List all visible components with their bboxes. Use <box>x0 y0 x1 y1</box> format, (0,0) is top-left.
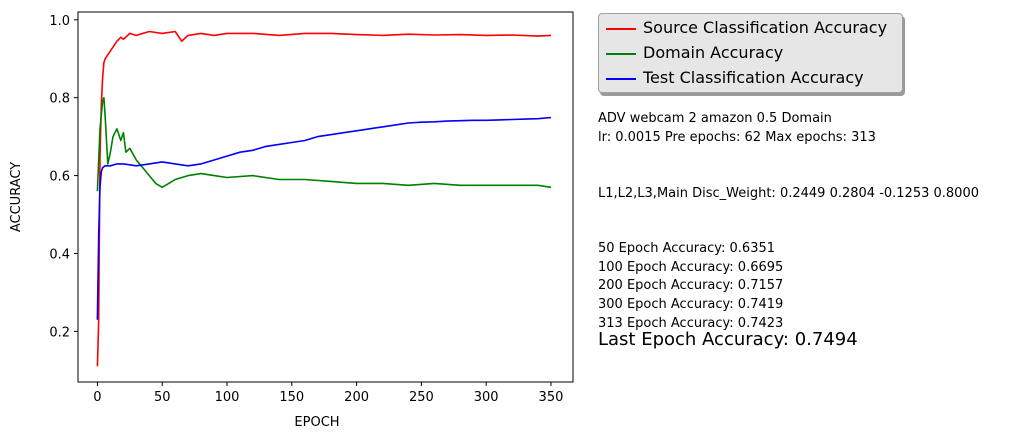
legend-label-source: Source Classification Accuracy <box>643 18 888 37</box>
series-layer <box>96 30 552 367</box>
y-tick-label: 0.4 <box>49 247 70 262</box>
x-tick-label: 0 <box>93 390 101 405</box>
y-tick-label: 0.6 <box>49 170 70 185</box>
epoch-100-accuracy: 100 Epoch Accuracy: 0.6695 <box>598 260 784 275</box>
x-tick-label: 100 <box>215 390 240 405</box>
legend-swatch-domain <box>606 53 636 55</box>
legend-item-domain: Domain Accuracy <box>599 42 902 64</box>
legend-swatch-source <box>606 28 636 30</box>
plot-frame <box>77 11 574 383</box>
epoch-313-accuracy: 313 Epoch Accuracy: 0.7423 <box>598 316 784 331</box>
x-tick-label: 200 <box>344 390 369 405</box>
legend-swatch-test <box>606 78 636 80</box>
info-weights-line: L1,L2,L3,Main Disc_Weight: 0.2449 0.2804… <box>598 186 979 201</box>
last-epoch-accuracy: Last Epoch Accuracy: 0.7494 <box>598 329 858 350</box>
series-line-test <box>96 116 552 320</box>
series-line-source <box>96 30 552 367</box>
series-line-domain <box>96 96 552 192</box>
x-tick-label: 300 <box>474 390 499 405</box>
info-config-line: ADV webcam 2 amazon 0.5 Domain <box>598 111 832 126</box>
legend-label-domain: Domain Accuracy <box>643 43 784 62</box>
epoch-50-accuracy: 50 Epoch Accuracy: 0.6351 <box>598 241 776 256</box>
epoch-300-accuracy: 300 Epoch Accuracy: 0.7419 <box>598 297 784 312</box>
x-tick-label: 350 <box>539 390 564 405</box>
y-tick-label: 1.0 <box>49 14 70 29</box>
y-tick-label: 0.8 <box>49 92 70 107</box>
x-tick-label: 50 <box>154 390 171 405</box>
legend-label-test: Test Classification Accuracy <box>643 68 864 87</box>
info-params-line: lr: 0.0015 Pre epochs: 62 Max epochs: 31… <box>598 130 876 145</box>
x-tick-label: 250 <box>409 390 434 405</box>
x-tick-label: 150 <box>279 390 304 405</box>
epoch-200-accuracy: 200 Epoch Accuracy: 0.7157 <box>598 278 784 293</box>
y-axis-label: ACCURACY <box>9 162 24 232</box>
x-axis-label: EPOCH <box>294 415 339 430</box>
axes-layer: 0 50 100 150 200 250 300 350 0.2 0.4 0.6 0.8 1.0 <box>49 14 563 405</box>
legend-item-source: Source Classification Accuracy <box>599 17 902 39</box>
line-chart: 0 50 100 150 200 250 300 350 0.2 0.4 0.6 0.8 1.0 EPO… <box>9 11 574 430</box>
legend: Source Classification Accuracy Domain Ac… <box>598 13 903 93</box>
y-tick-label: 0.2 <box>49 325 70 340</box>
legend-item-test: Test Classification Accuracy <box>599 67 902 89</box>
